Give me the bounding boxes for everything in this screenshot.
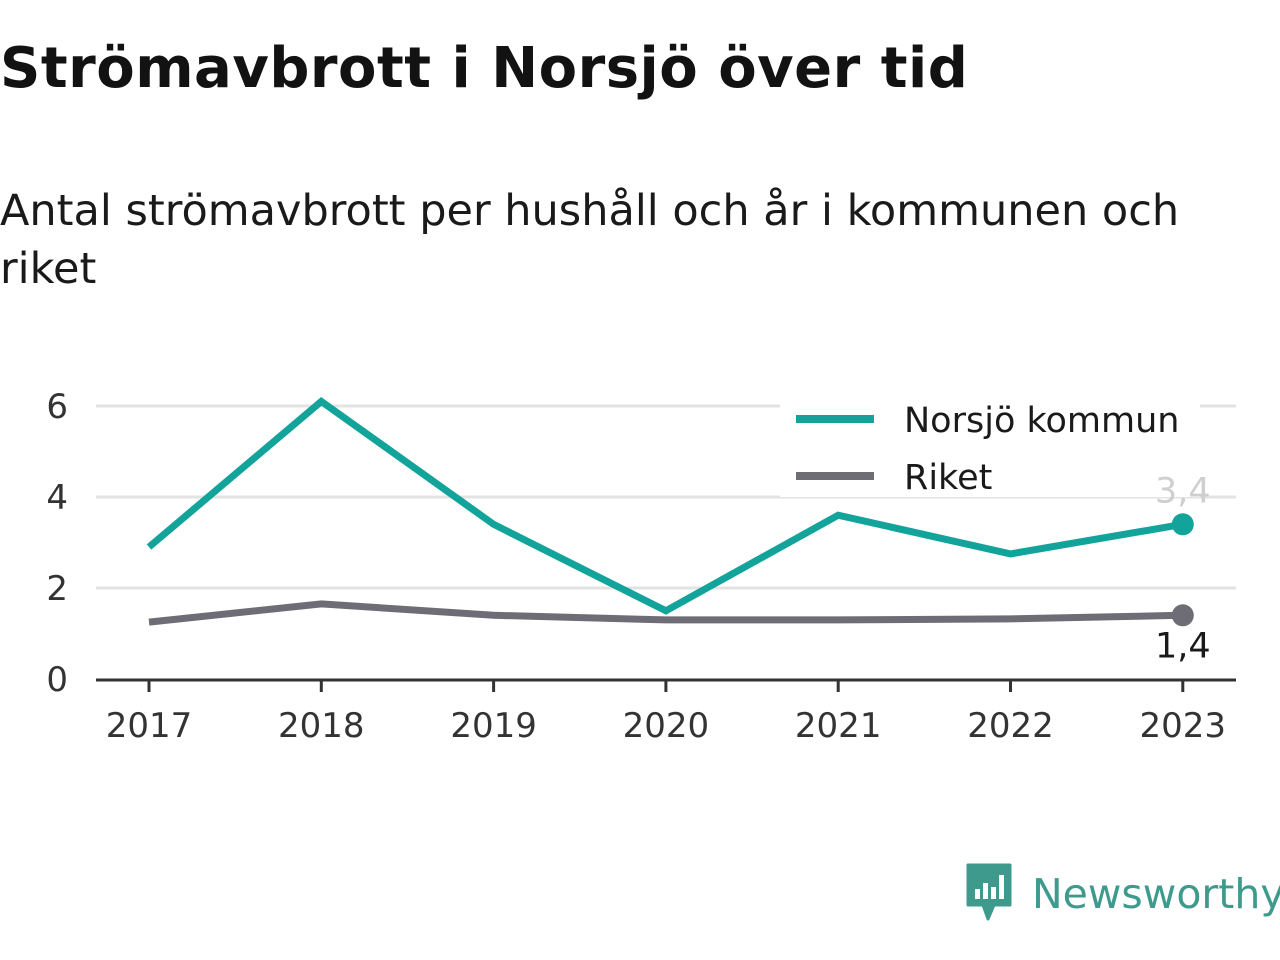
x-tick-label: 2019 xyxy=(450,706,537,746)
y-tick-label: 6 xyxy=(46,387,68,427)
x-tick-label: 2017 xyxy=(106,706,193,746)
y-tick-label: 4 xyxy=(46,478,68,518)
y-tick-label: 2 xyxy=(46,569,68,609)
data-label-norsjo: 3,4 xyxy=(1155,471,1211,511)
series-layer: 3,4 1,4 xyxy=(146,396,1211,666)
chart-title: Strömavbrott i Norsjö över tid xyxy=(0,36,969,101)
legend-label-norsjo: Norsjö kommun xyxy=(904,401,1179,441)
series-line-riket xyxy=(148,600,1183,626)
x-tick-label: 2020 xyxy=(623,706,710,746)
legend: Norsjö kommun Riket xyxy=(780,393,1200,498)
y-axis: 0 2 4 6 xyxy=(46,387,68,700)
x-tick-label: 2023 xyxy=(1140,706,1227,746)
series-end-point-riket xyxy=(1171,604,1194,627)
data-label-riket: 1,4 xyxy=(1155,626,1211,666)
x-tick-label: 2022 xyxy=(967,706,1054,746)
brand-logo: Newsworthy xyxy=(964,862,1280,926)
newsworthy-logo-icon xyxy=(964,861,1014,927)
x-tick-label: 2018 xyxy=(278,706,365,746)
series-end-point-norsjo xyxy=(1171,513,1194,536)
chart-subtitle: Antal strömavbrott per hushåll och år i … xyxy=(0,186,1180,294)
legend-label-riket: Riket xyxy=(904,458,992,498)
brand-name: Newsworthy xyxy=(1032,870,1280,918)
y-tick-label: 0 xyxy=(46,660,68,700)
x-tick-label: 2021 xyxy=(795,706,882,746)
x-axis: 2017 2018 2019 2020 2021 2022 2023 xyxy=(96,678,1236,746)
series-line-norsjo xyxy=(146,396,1184,615)
